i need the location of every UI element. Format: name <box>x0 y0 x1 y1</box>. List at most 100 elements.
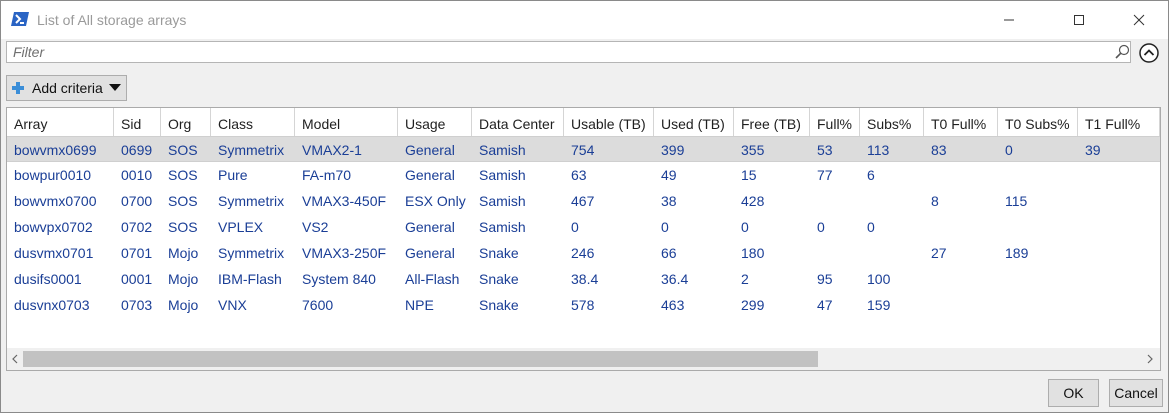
column-header[interactable]: Usage <box>398 108 472 136</box>
table-cell: 47 <box>817 297 833 313</box>
chevron-up-icon <box>1139 43 1159 63</box>
table-cell: 0703 <box>121 297 153 313</box>
scrollbar-thumb[interactable] <box>23 351 818 367</box>
table-cell: 355 <box>741 142 765 158</box>
filter-box <box>6 41 1131 63</box>
column-header[interactable]: Sid <box>114 108 161 136</box>
column-header[interactable]: Used (TB) <box>654 108 734 136</box>
column-header[interactable]: Usable (TB) <box>564 108 654 136</box>
table-cell: Mojo <box>168 245 199 261</box>
table-cell: dusvmx0701 <box>14 245 94 261</box>
column-header[interactable]: Data Center <box>472 108 564 136</box>
table-cell <box>998 266 1078 292</box>
table-cell: 63 <box>571 167 587 183</box>
table-row-selected[interactable]: bowvmx0699 0699 SOS Symmetrix VMAX2-1 General… <box>7 136 1160 162</box>
table-cell: VPLEX <box>218 219 264 235</box>
column-header[interactable]: Class <box>211 108 295 136</box>
table-cell: IBM-Flash <box>218 271 282 287</box>
search-icon[interactable] <box>1114 44 1130 60</box>
maximize-button[interactable] <box>1056 1 1102 39</box>
column-header[interactable]: T1 Full% <box>1078 108 1160 136</box>
table-cell: VMAX2-1 <box>302 142 362 158</box>
column-header[interactable]: Model <box>295 108 398 136</box>
table-cell: ESX Only <box>405 193 466 209</box>
column-header[interactable]: Full% <box>810 108 860 136</box>
filter-input[interactable] <box>7 42 1113 62</box>
table-cell: 299 <box>741 297 765 313</box>
table-cell: bowvmx0700 <box>14 193 97 209</box>
add-criteria-button[interactable]: Add criteria <box>6 75 127 101</box>
column-header[interactable]: Free (TB) <box>734 108 810 136</box>
table-cell: 467 <box>571 193 595 209</box>
table-cell: Snake <box>479 297 519 313</box>
table-cell: System 840 <box>302 271 376 287</box>
table-cell: 428 <box>741 193 765 209</box>
column-header[interactable]: Org <box>161 108 211 136</box>
table-cell: 0 <box>817 219 825 235</box>
table-cell: 399 <box>661 142 685 158</box>
table-cell: 66 <box>661 245 677 261</box>
storage-arrays-table[interactable]: Array Sid Org Class Model Usage Data Center Usa… <box>6 107 1161 371</box>
table-row[interactable]: dusifs0001 0001 Mojo IBM-Flash System 840 All… <box>7 266 1160 292</box>
title-bar[interactable]: List of All storage arrays <box>1 1 1168 39</box>
column-header[interactable]: Subs% <box>860 108 924 136</box>
table-cell: 463 <box>661 297 685 313</box>
table-row[interactable]: dusvmx0701 0701 Mojo Symmetrix VMAX3-250F Gen… <box>7 240 1160 266</box>
powershell-icon <box>11 11 29 27</box>
table-cell: 578 <box>571 297 595 313</box>
table-cell: Samish <box>479 142 526 158</box>
table-cell: 27 <box>931 245 947 261</box>
table-cell: Snake <box>479 245 519 261</box>
minimize-button[interactable] <box>986 1 1032 39</box>
table-row[interactable]: dusvnx0703 0703 Mojo VNX 7600 NPE Snake 578 463 2… <box>7 292 1160 318</box>
scroll-right-icon[interactable] <box>1146 354 1154 364</box>
collapse-button[interactable] <box>1138 42 1160 64</box>
maximize-icon <box>1074 15 1084 25</box>
horizontal-scrollbar[interactable] <box>7 348 1160 370</box>
table-cell: 38 <box>661 193 677 209</box>
column-header[interactable]: T0 Subs% <box>998 108 1078 136</box>
ok-button[interactable]: OK <box>1048 379 1099 407</box>
table-cell: Mojo <box>168 297 199 313</box>
table-cell: 95 <box>817 271 833 287</box>
table-cell: 0702 <box>121 219 153 235</box>
table-cell <box>810 188 860 214</box>
table-cell: General <box>405 219 455 235</box>
minimize-icon <box>1004 19 1014 21</box>
scroll-left-icon[interactable] <box>11 354 19 364</box>
table-cell: 754 <box>571 142 595 158</box>
table-cell: Pure <box>218 167 248 183</box>
table-cell: 0701 <box>121 245 153 261</box>
table-cell: 77 <box>817 167 833 183</box>
table-cell: VS2 <box>302 219 329 235</box>
table-cell: 0 <box>1005 142 1013 158</box>
table-cell <box>860 188 924 214</box>
table-cell: 0010 <box>121 167 153 183</box>
column-header[interactable]: T0 Full% <box>924 108 998 136</box>
table-cell: 6 <box>867 167 875 183</box>
table-cell: All-Flash <box>405 271 460 287</box>
table-cell: Symmetrix <box>218 142 285 158</box>
table-cell: 53 <box>817 142 833 158</box>
table-row[interactable]: bowpur0010 0010 SOS Pure FA-m70 General Samish… <box>7 162 1160 188</box>
plus-icon <box>12 82 24 94</box>
table-cell: 83 <box>931 142 947 158</box>
table-cell <box>924 162 998 188</box>
table-cell: 49 <box>661 167 677 183</box>
table-cell: Symmetrix <box>218 193 285 209</box>
column-header[interactable]: Array <box>7 108 114 136</box>
table-cell <box>860 240 924 266</box>
table-row[interactable]: bowvpx0702 0702 SOS VPLEX VS2 General Samish 0 0… <box>7 214 1160 240</box>
table-cell: 36.4 <box>661 271 689 287</box>
window-title: List of All storage arrays <box>37 12 187 28</box>
table-cell: 0 <box>571 219 579 235</box>
table-cell: dusifs0001 <box>14 271 82 287</box>
table-row[interactable]: bowvmx0700 0700 SOS Symmetrix VMAX3-450F ESX … <box>7 188 1160 214</box>
table-cell <box>1078 240 1160 266</box>
cancel-button[interactable]: Cancel <box>1109 379 1163 407</box>
table-cell: Samish <box>479 167 526 183</box>
table-cell: 38.4 <box>571 271 599 287</box>
close-button[interactable] <box>1116 1 1162 39</box>
table-cell: Symmetrix <box>218 245 285 261</box>
table-cell: bowvmx0699 <box>14 142 97 158</box>
